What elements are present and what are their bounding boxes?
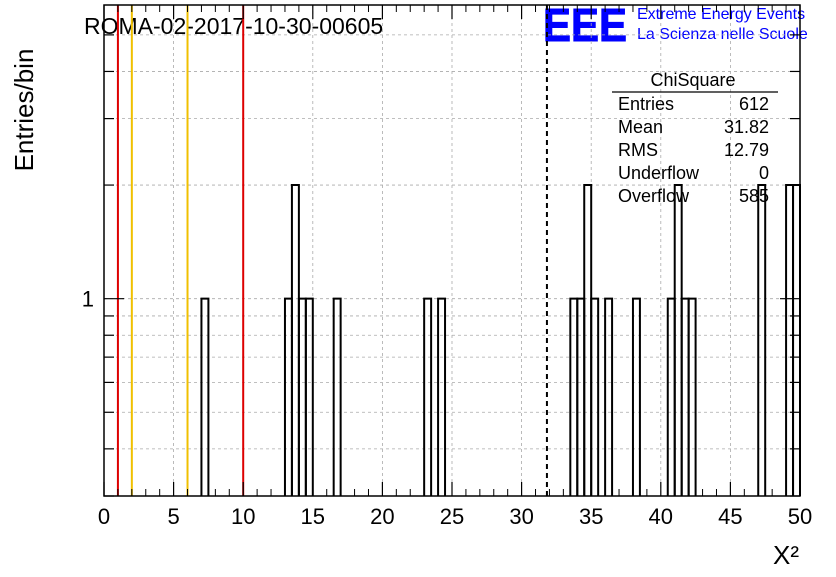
stats-value: 0 <box>759 163 769 183</box>
x-tick-label: 50 <box>788 504 812 529</box>
stats-label: RMS <box>618 140 658 160</box>
x-tick-label: 5 <box>167 504 179 529</box>
histogram-bin <box>604 297 614 496</box>
histogram-bin <box>332 297 342 496</box>
x-tick-label: 15 <box>301 504 325 529</box>
stats-label: Entries <box>618 94 674 114</box>
stats-row: RMS 12.79 <box>618 140 769 160</box>
histogram-bin <box>304 297 314 496</box>
stats-label: Mean <box>618 117 663 137</box>
histogram-bin <box>757 184 767 496</box>
stats-row: Mean 31.82 <box>618 117 769 137</box>
stats-box: ChiSquare Entries 612 Mean 31.82 RMS 12.… <box>612 70 778 206</box>
histogram-bin <box>687 297 697 496</box>
histogram-bin <box>200 297 210 496</box>
x-tick-label: 25 <box>440 504 464 529</box>
x-tick-label: 10 <box>231 504 255 529</box>
y-tick-label: 1 <box>82 287 94 312</box>
stats-value: 585 <box>739 186 769 206</box>
x-tick-label: 35 <box>579 504 603 529</box>
stats-title: ChiSquare <box>650 70 735 90</box>
stats-row: Overflow 585 <box>618 186 769 206</box>
logo-mark: EEE <box>543 0 627 51</box>
stats-label: Underflow <box>618 163 700 183</box>
reference-lines <box>116 5 548 496</box>
histogram-bin <box>437 297 447 496</box>
stats-label: Overflow <box>618 186 690 206</box>
stats-value: 31.82 <box>724 117 769 137</box>
x-tick-label: 45 <box>718 504 742 529</box>
stats-value: 612 <box>739 94 769 114</box>
stats-value: 12.79 <box>724 140 769 160</box>
x-tick-label: 0 <box>98 504 110 529</box>
x-tick-label: 40 <box>649 504 673 529</box>
stats-row: Entries 612 <box>618 94 769 114</box>
x-tick-label: 20 <box>370 504 394 529</box>
x-axis-label: X² <box>773 540 799 570</box>
y-axis-label: Entries/bin <box>9 49 39 172</box>
histogram-bin <box>631 297 641 496</box>
logo-line-1: Extreme Energy Events <box>637 6 805 23</box>
histogram-bin <box>590 297 600 496</box>
stats-row: Underflow 0 <box>618 163 769 183</box>
histogram-bin <box>423 297 433 496</box>
axes: 0 5 10 15 20 25 30 35 40 45 50 1 <box>82 4 812 529</box>
x-tick-label: 30 <box>509 504 533 529</box>
